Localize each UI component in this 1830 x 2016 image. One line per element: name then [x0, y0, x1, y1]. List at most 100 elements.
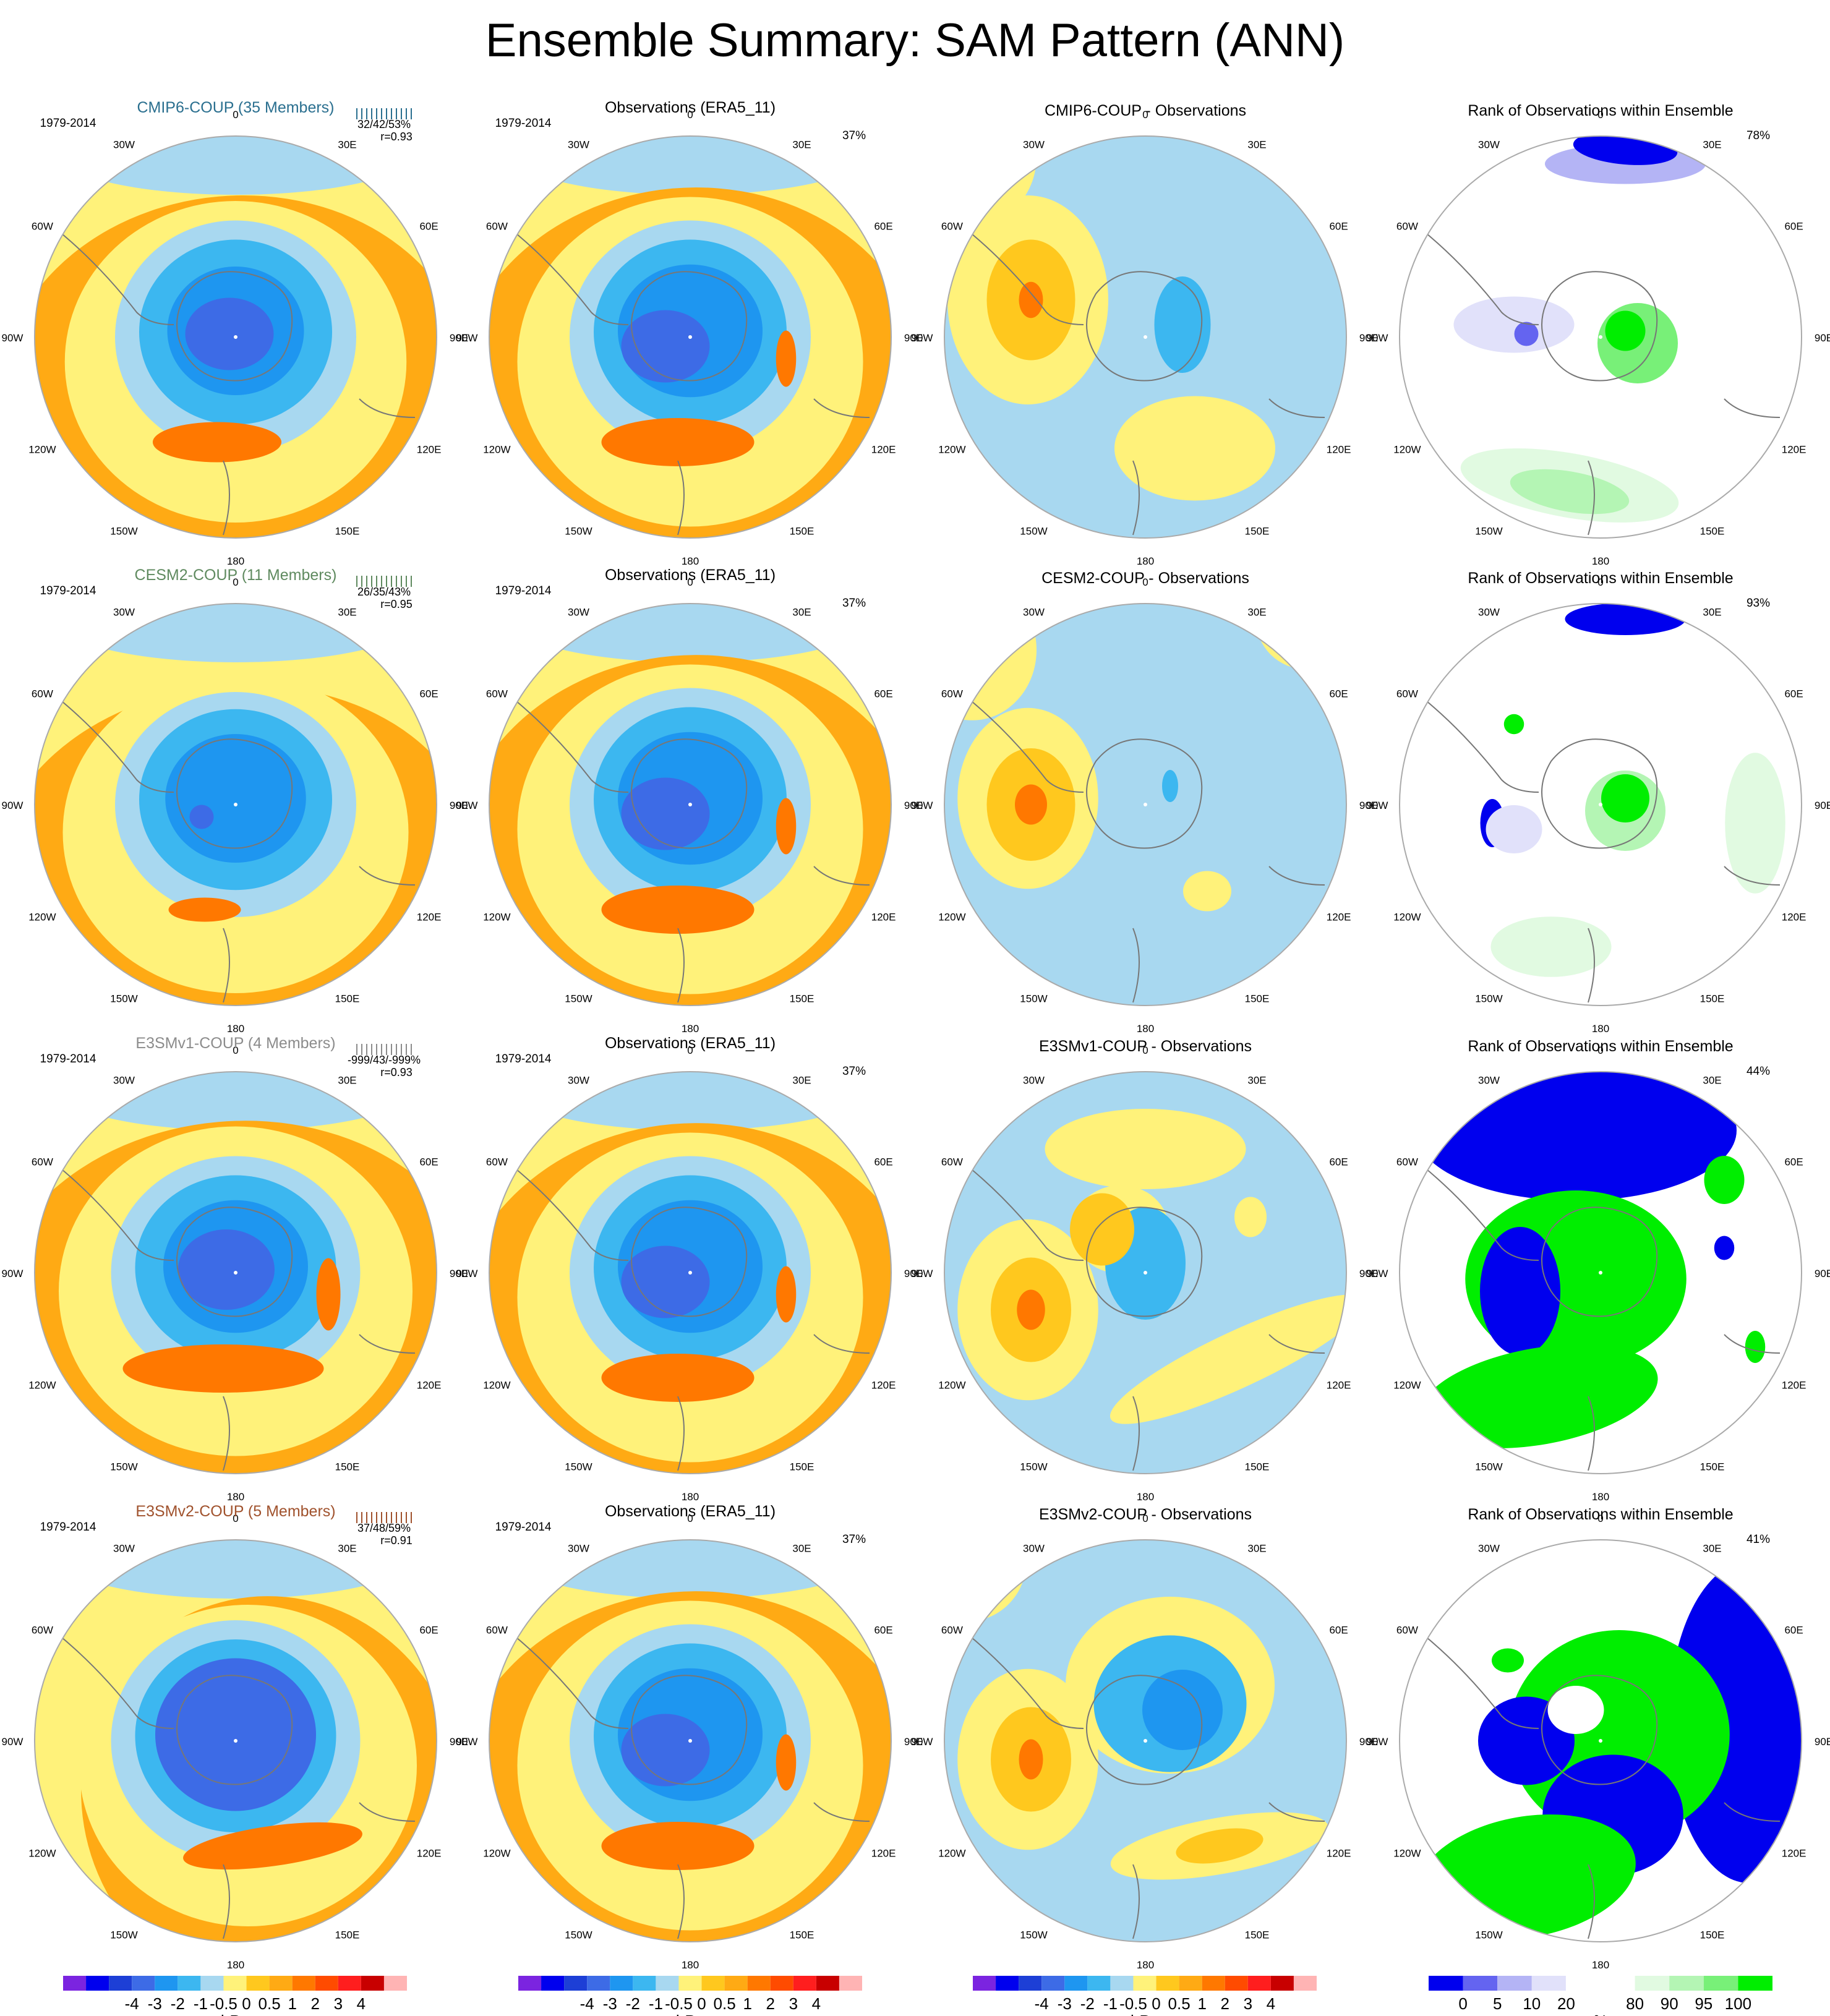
pattern-correlation: r=0.93 — [380, 130, 413, 143]
colorbar-swatch — [1565, 1975, 1601, 1991]
contour-region — [776, 330, 797, 387]
colorbar-swatch — [1293, 1976, 1317, 1991]
longitude-label: 0 — [1597, 1044, 1603, 1056]
longitude-label: 30W — [113, 606, 135, 618]
obs-panel — [489, 136, 891, 538]
longitude-label: 150W — [1475, 1461, 1502, 1473]
contour-region — [509, 1072, 871, 1130]
colorbar-swatch — [1497, 1976, 1532, 1991]
contour-region — [944, 486, 1023, 534]
longitude-label: 30W — [1023, 1074, 1045, 1086]
longitude-label: 150W — [110, 993, 137, 1005]
longitude-label: 0 — [233, 1513, 238, 1524]
longitude-label: 180 — [1592, 555, 1609, 567]
longitude-label: 30E — [1703, 139, 1721, 150]
antarctica-coastline — [1541, 271, 1658, 382]
colorbar-label: -4 — [125, 1994, 139, 2013]
contour-region — [1503, 714, 1524, 735]
diff-title: CMIP6-COUP - Observations — [1045, 102, 1246, 119]
colorbar-swatch — [747, 1976, 771, 1991]
south-pole-marker — [234, 1271, 237, 1275]
colorbar-label: -4 — [1035, 1994, 1049, 2013]
longitude-label: 60W — [486, 1156, 508, 1168]
longitude-label: 120W — [28, 1380, 56, 1391]
colorbar-label: 4 — [812, 1994, 821, 2013]
longitude-label: 0 — [687, 109, 693, 121]
map-border — [489, 1539, 892, 1942]
contour-region — [1486, 805, 1542, 853]
pattern-correlation: r=0.95 — [380, 598, 413, 610]
south-pole-marker — [688, 803, 692, 806]
contour-region — [1704, 1156, 1745, 1204]
colorbar-swatch — [155, 1976, 178, 1991]
longitude-label: 120E — [1327, 444, 1351, 456]
longitude-label: 120W — [483, 1848, 510, 1860]
australia-nz-coastline — [1132, 398, 1325, 536]
colorbar-label: -4 — [580, 1994, 594, 2013]
longitude-label: 90E — [904, 1736, 923, 1748]
period-label: 1979-2014 — [495, 1521, 552, 1534]
longitude-label: 180 — [682, 1023, 699, 1035]
colorbar-swatch — [177, 1976, 201, 1991]
south-america-coastline — [498, 219, 629, 325]
colorbar-label: 10 — [1523, 1994, 1541, 2013]
longitude-label: 60W — [1396, 1625, 1418, 1636]
colorbar-label: 0 — [1152, 1994, 1160, 2013]
south-pole-marker — [688, 335, 692, 339]
diff-panel — [944, 1540, 1346, 1942]
colorbar-swatch — [587, 1976, 610, 1991]
longitude-label: 150W — [565, 1461, 592, 1473]
longitude-label: 180 — [1592, 1491, 1609, 1503]
colorbar-label: 2 — [766, 1994, 774, 2013]
contour-region — [165, 734, 306, 863]
australia-nz-coastline — [1132, 1802, 1325, 1939]
model-panel — [35, 604, 437, 1006]
contour-region — [509, 604, 871, 662]
longitude-label: 60E — [874, 688, 892, 700]
longitude-label: 150W — [1475, 526, 1502, 537]
contour-region — [1490, 916, 1612, 977]
colorbar-swatch — [1133, 1976, 1157, 1991]
longitude-label: 120W — [1393, 1380, 1421, 1391]
longitude-label: 30W — [568, 1074, 589, 1086]
longitude-label: 120W — [938, 1848, 965, 1860]
colorbar-swatch — [269, 1976, 293, 1991]
longitude-label: 0 — [687, 576, 693, 588]
longitude-label: 120E — [871, 1848, 896, 1860]
longitude-label: 90E — [1815, 1736, 1830, 1748]
longitude-label: 30E — [792, 1542, 811, 1554]
contour-region — [601, 1354, 755, 1402]
longitude-label: 90W — [2, 1268, 24, 1279]
south-pole-marker — [1599, 1739, 1602, 1743]
colorbar-label: 0 — [1458, 1994, 1467, 2013]
contour-region — [1017, 1289, 1045, 1330]
antarctica-coastline — [1086, 738, 1203, 849]
australia-nz-coastline — [223, 1334, 416, 1471]
longitude-label: 30W — [113, 1542, 135, 1554]
longitude-label: 150E — [1700, 1461, 1725, 1473]
colorbar-label: 5 — [1493, 1994, 1502, 2013]
model-title: E3SMv1-COUP (4 Members) — [135, 1035, 335, 1052]
longitude-label: 120E — [417, 444, 442, 456]
antarctica-coastline — [176, 271, 293, 382]
longitude-label: 150E — [1245, 1461, 1270, 1473]
longitude-label: 30W — [568, 139, 589, 150]
period-label: 1979-2014 — [495, 584, 552, 597]
colorbar-label: -2 — [1080, 1994, 1095, 2013]
longitude-label: 150W — [110, 1461, 137, 1473]
diff-title: E3SMv1-COUP - Observations — [1039, 1038, 1252, 1055]
longitude-label: 30E — [792, 139, 811, 150]
longitude-label: 60W — [941, 688, 963, 700]
model-title: CESM2-COUP (11 Members) — [135, 566, 337, 584]
colorbar-swatch — [1019, 1976, 1042, 1991]
contour-region — [1264, 136, 1346, 198]
colorbar-swatch — [1179, 1976, 1202, 1991]
colorbar-swatch — [541, 1976, 565, 1991]
south-america-coastline — [43, 219, 174, 325]
map-border — [489, 603, 892, 1006]
colorbar-swatch — [246, 1976, 270, 1991]
longitude-label: 180 — [227, 1491, 244, 1503]
contour-region — [776, 1734, 797, 1791]
